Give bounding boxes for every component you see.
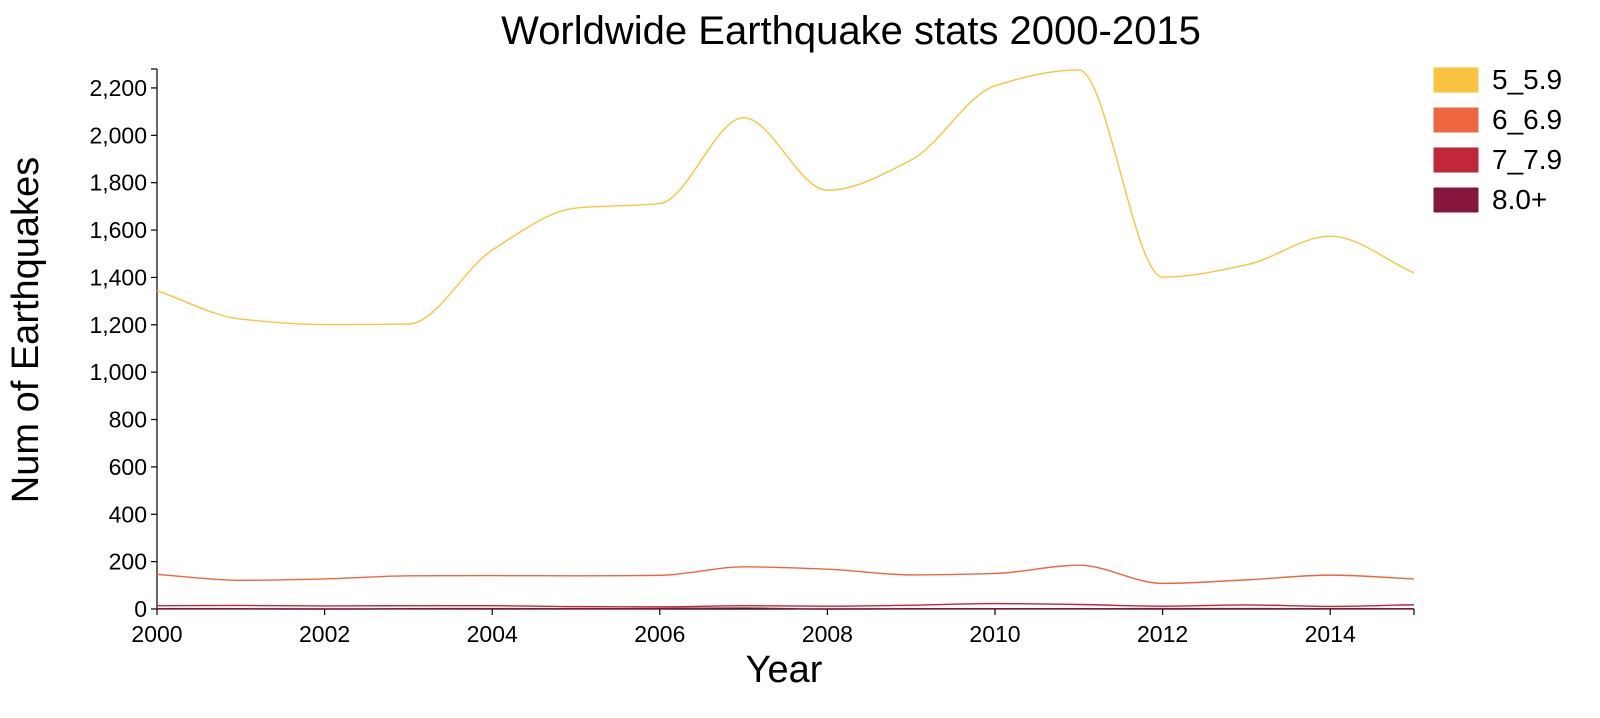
y-tick-label: 200 xyxy=(109,549,147,575)
legend-label: 8.0+ xyxy=(1492,184,1547,215)
plot-lines xyxy=(156,69,1415,610)
x-tick-label: 2008 xyxy=(802,621,853,647)
x-tick-label: 2014 xyxy=(1305,621,1356,647)
x-tick-label: 2004 xyxy=(467,621,518,647)
series-line-6_6.9 xyxy=(156,564,1415,585)
y-tick-label: 1,800 xyxy=(89,170,147,196)
y-tick-label: 400 xyxy=(109,501,147,527)
legend-label: 6_6.9 xyxy=(1492,104,1562,135)
series-line-7_7.9 xyxy=(156,602,1415,608)
y-tick-label: 0 xyxy=(134,596,147,622)
legend-swatch-5_5.9 xyxy=(1433,67,1479,93)
legend: 5_5.9 6_6.9 7_7.9 8.0+ xyxy=(1433,64,1562,215)
legend-swatch-6_6.9 xyxy=(1433,107,1479,133)
y-tick-label: 2,000 xyxy=(89,122,147,148)
x-tick-label: 2000 xyxy=(131,621,182,647)
legend-label: 5_5.9 xyxy=(1492,64,1562,95)
chart-title: Worldwide Earthquake stats 2000-2015 xyxy=(501,9,1201,53)
y-tick-label: 1,200 xyxy=(89,312,147,338)
series-line-8.0+ xyxy=(156,607,1414,610)
x-axis-title: Year xyxy=(746,649,823,691)
x-tick-label: 2002 xyxy=(299,621,350,647)
y-tick-label: 2,200 xyxy=(89,75,147,101)
x-tick-label: 2006 xyxy=(634,621,685,647)
x-tick-label: 2010 xyxy=(969,621,1020,647)
legend-swatch-7_7.9 xyxy=(1433,147,1479,173)
y-tick-label: 800 xyxy=(109,407,147,433)
axes: 0 200 400 600 800 1,000 1,200 1,400 1,600 1,800 2,… xyxy=(89,68,1415,647)
y-axis-title: Num of Earthquakes xyxy=(5,157,47,503)
y-tick-label: 1,000 xyxy=(89,359,147,385)
legend-swatch-8.0+ xyxy=(1433,187,1479,213)
y-tick-label: 1,400 xyxy=(89,264,147,290)
legend-label: 7_7.9 xyxy=(1492,144,1562,175)
x-tick-label: 2012 xyxy=(1137,621,1188,647)
series-line-5_5.9 xyxy=(156,69,1415,326)
y-tick-label: 600 xyxy=(109,454,147,480)
y-tick-label: 1,600 xyxy=(89,217,147,243)
